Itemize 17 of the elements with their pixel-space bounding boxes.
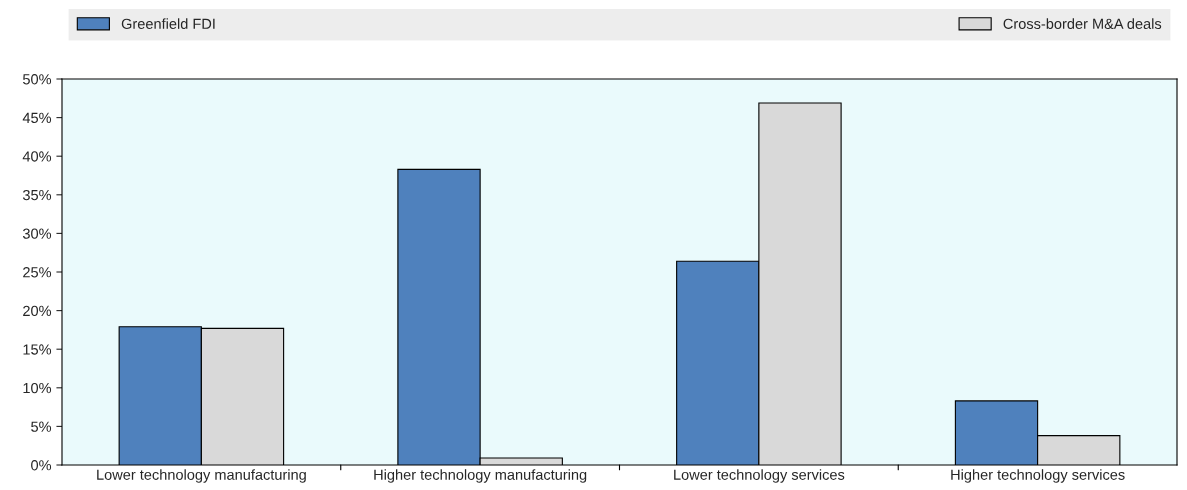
y-tick-label: 50% xyxy=(22,74,52,85)
y-tick-label: 40% xyxy=(22,151,52,162)
x-tick-label: Higher technology manufacturing xyxy=(374,469,587,483)
legend-label: Cross-border M&A deals xyxy=(1003,18,1162,29)
y-tick-label: 15% xyxy=(23,344,52,355)
y-tick-label: 0% xyxy=(31,460,52,471)
legend-label: Greenfield FDI xyxy=(121,18,215,29)
x-tick-label: Lower technology manufacturing xyxy=(97,469,306,483)
y-tick-label: 5% xyxy=(31,421,52,432)
y-tick-label: 35% xyxy=(22,189,52,201)
y-tick-label: 25% xyxy=(23,267,52,278)
y-tick-label: 20% xyxy=(23,305,52,317)
y-tick-label: 45% xyxy=(22,112,52,124)
y-tick-label: 30% xyxy=(22,228,52,239)
x-tick-label: Lower technology services xyxy=(674,469,845,483)
y-tick-label: 10% xyxy=(23,382,52,394)
x-tick-label: Higher technology services xyxy=(951,469,1125,483)
